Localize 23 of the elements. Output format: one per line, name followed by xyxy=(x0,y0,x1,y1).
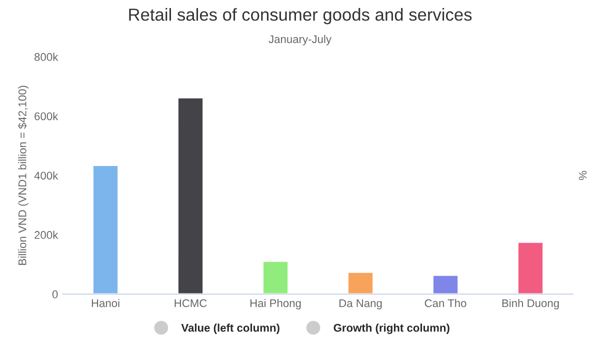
chart-subtitle: January-July xyxy=(268,34,332,46)
x-tick-label: HCMC xyxy=(174,299,207,308)
bar xyxy=(177,97,204,294)
y-axis-title: Billion VND (VND1 billion = $42,100) xyxy=(18,86,28,265)
y2-axis-title: % xyxy=(578,170,587,180)
chart-title: Retail sales of consumer goods and services xyxy=(129,8,472,24)
x-tick-label: Hanoi xyxy=(92,298,120,308)
bar xyxy=(347,271,374,294)
bar xyxy=(262,260,289,294)
y-tick-label: 400k xyxy=(34,171,58,180)
y-tick-label: 200k xyxy=(34,230,58,239)
bar xyxy=(432,274,459,294)
x-tick-label: Da Nang xyxy=(339,299,382,310)
bar xyxy=(517,242,544,294)
y-tick-label: 600k xyxy=(34,112,58,120)
y-tick-label: 800k xyxy=(34,52,58,61)
legend-label: Growth (right column) xyxy=(334,324,450,334)
y-tick-label: 0 xyxy=(52,290,58,298)
bar xyxy=(92,164,119,294)
x-tick-label: Hai Phong xyxy=(250,298,301,310)
x-tick-label: Binh Duong xyxy=(502,298,559,310)
text: Value (left column) xyxy=(181,324,280,334)
x-tick-label: Can Tho xyxy=(424,298,466,308)
